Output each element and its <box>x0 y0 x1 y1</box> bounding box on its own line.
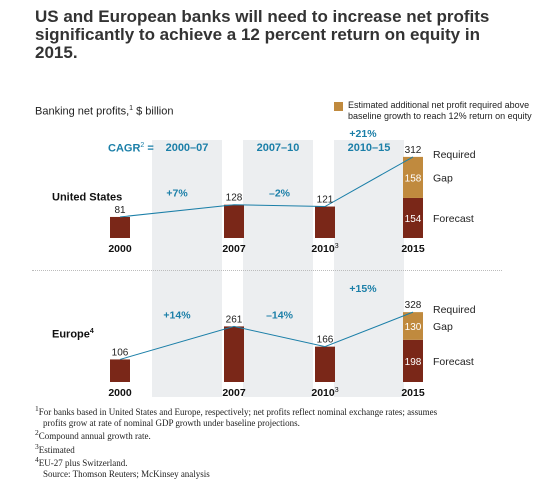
category-text: 2010 <box>311 243 335 255</box>
category-label: 2000 <box>108 387 132 399</box>
footnote-3: 3Estimated <box>35 442 505 456</box>
category-label: 2007 <box>222 243 246 255</box>
region-label-us: United States <box>52 191 122 204</box>
stack-label-gap: Gap <box>433 321 453 333</box>
stack-label-required: Required <box>433 304 476 316</box>
growth-line <box>119 156 414 218</box>
category-label: 2015 <box>401 387 425 399</box>
region-label-europe: Europe4 <box>52 328 94 341</box>
legend-swatch <box>334 102 343 111</box>
value-label: 106 <box>112 347 129 358</box>
category-text: 2010 <box>311 387 335 399</box>
stack-label-required: Required <box>433 149 476 161</box>
category-text: 2000 <box>108 387 132 399</box>
subtitle-text: Banking net profits, <box>35 105 130 118</box>
value-label: 166 <box>317 335 334 346</box>
cagr-label: CAGR2 = <box>108 142 154 155</box>
category-label: 2000 <box>108 243 132 255</box>
growth-label: +14% <box>163 309 191 321</box>
chart-subtitle: Banking net profits,1 $ billion <box>35 105 173 118</box>
source-note: Source: Thomson Reuters; McKinsey analys… <box>43 468 210 479</box>
required-value-label: 312 <box>405 145 422 156</box>
stack-label-gap: Gap <box>433 172 453 184</box>
legend-text: Estimated additional net profit required… <box>348 100 532 121</box>
bar <box>403 197 423 238</box>
bar <box>224 204 244 238</box>
stack-label-forecast: Forecast <box>433 213 474 225</box>
category-text: 2000 <box>108 243 132 255</box>
footnote-mark: 4 <box>35 455 39 464</box>
footnote-text: Estimated <box>38 444 75 455</box>
bar <box>315 346 335 382</box>
gap-value-label: 130 <box>405 322 422 333</box>
footnote-1: 1For banks based in United States and Eu… <box>35 404 505 418</box>
growth-line <box>119 311 414 360</box>
category-footnote-mark: 3 <box>335 387 339 394</box>
category-text: 2015 <box>401 387 425 399</box>
chart-title: US and European banks will need to incre… <box>35 7 490 62</box>
cagr-footnote-mark: 2 <box>140 142 145 149</box>
period-band-2000-07 <box>152 140 222 397</box>
growth-label: +15% <box>349 283 377 295</box>
footnote-mark: 2 <box>35 428 39 437</box>
cagr-text: CAGR <box>108 142 141 155</box>
cagr-eq: = <box>144 142 154 155</box>
growth-label: –14% <box>266 309 294 321</box>
footnote-text: EU-27 plus Switzerland. <box>38 458 128 468</box>
category-label: 20103 <box>311 243 338 255</box>
growth-label: –2% <box>269 188 291 200</box>
footnote-text: For banks based in United States and Eur… <box>38 407 438 417</box>
forecast-value-label: 198 <box>405 357 422 368</box>
gap-bar <box>403 156 423 198</box>
subtitle-unit: $ billion <box>133 105 174 118</box>
value-label: 121 <box>317 195 334 206</box>
footnotes: 1For banks based in United States and Eu… <box>35 404 505 479</box>
required-value-label: 328 <box>405 300 422 311</box>
bar <box>403 339 423 382</box>
region-divider <box>32 270 502 271</box>
region-footnote-mark: 4 <box>89 328 94 335</box>
subtitle-footnote-mark: 1 <box>129 105 134 112</box>
gap-bar <box>403 312 423 340</box>
category-footnote-mark: 3 <box>335 243 339 250</box>
growth-label: +7% <box>166 188 188 200</box>
period-label-2: 2007–10 <box>256 142 300 154</box>
bar <box>224 326 244 382</box>
category-text: 2007 <box>222 387 246 399</box>
period-label-3: 2010–15 <box>347 142 391 154</box>
footnote-4: 4EU-27 plus Switzerland. <box>35 455 505 469</box>
category-label: 2007 <box>222 387 246 399</box>
bar <box>315 206 335 238</box>
value-label: 128 <box>226 193 243 204</box>
bar <box>110 216 130 238</box>
footnote-2: 2Compound annual growth rate. <box>35 428 505 442</box>
category-label: 2015 <box>401 243 425 255</box>
bar <box>110 359 130 382</box>
period-label-1: 2000–07 <box>165 142 209 154</box>
growth-label: +21% <box>349 128 377 140</box>
footnote-mark: 3 <box>35 441 39 451</box>
gap-value-label: 158 <box>405 173 422 184</box>
category-text: 2007 <box>222 243 246 255</box>
period-band-2010-15 <box>334 140 404 397</box>
footnote-1-cont: profits grow at rate of nominal GDP grow… <box>43 417 300 428</box>
footnote-mark: 1 <box>35 404 39 413</box>
value-label: 261 <box>226 314 243 325</box>
category-text: 2015 <box>401 243 425 255</box>
period-band-2007-10 <box>243 140 313 397</box>
value-label: 81 <box>114 205 126 216</box>
forecast-value-label: 154 <box>405 214 422 225</box>
stack-label-forecast: Forecast <box>433 356 474 368</box>
category-label: 20103 <box>311 387 338 399</box>
region-name: United States <box>52 191 123 204</box>
region-name: Europe <box>52 328 90 341</box>
footnote-text: Compound annual growth rate. <box>38 431 151 441</box>
